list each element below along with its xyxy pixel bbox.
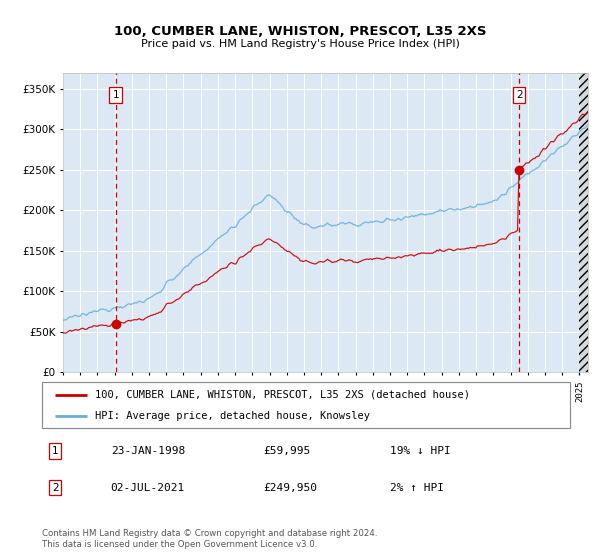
Text: 23-JAN-1998: 23-JAN-1998	[110, 446, 185, 456]
Text: HPI: Average price, detached house, Knowsley: HPI: Average price, detached house, Know…	[95, 411, 370, 421]
Text: 1: 1	[52, 446, 59, 456]
Text: 100, CUMBER LANE, WHISTON, PRESCOT, L35 2XS (detached house): 100, CUMBER LANE, WHISTON, PRESCOT, L35 …	[95, 390, 470, 400]
Text: 2: 2	[52, 483, 59, 493]
Text: Price paid vs. HM Land Registry's House Price Index (HPI): Price paid vs. HM Land Registry's House …	[140, 39, 460, 49]
Text: 1: 1	[112, 90, 119, 100]
FancyBboxPatch shape	[42, 382, 570, 428]
Text: 02-JUL-2021: 02-JUL-2021	[110, 483, 185, 493]
Text: 100, CUMBER LANE, WHISTON, PRESCOT, L35 2XS: 100, CUMBER LANE, WHISTON, PRESCOT, L35 …	[114, 25, 486, 38]
Text: 2% ↑ HPI: 2% ↑ HPI	[391, 483, 445, 493]
Text: 19% ↓ HPI: 19% ↓ HPI	[391, 446, 451, 456]
Text: £59,995: £59,995	[264, 446, 311, 456]
Text: 2: 2	[516, 90, 523, 100]
Text: £249,950: £249,950	[264, 483, 318, 493]
Bar	[580, 69, 588, 372]
Text: Contains HM Land Registry data © Crown copyright and database right 2024.
This d: Contains HM Land Registry data © Crown c…	[42, 529, 377, 549]
